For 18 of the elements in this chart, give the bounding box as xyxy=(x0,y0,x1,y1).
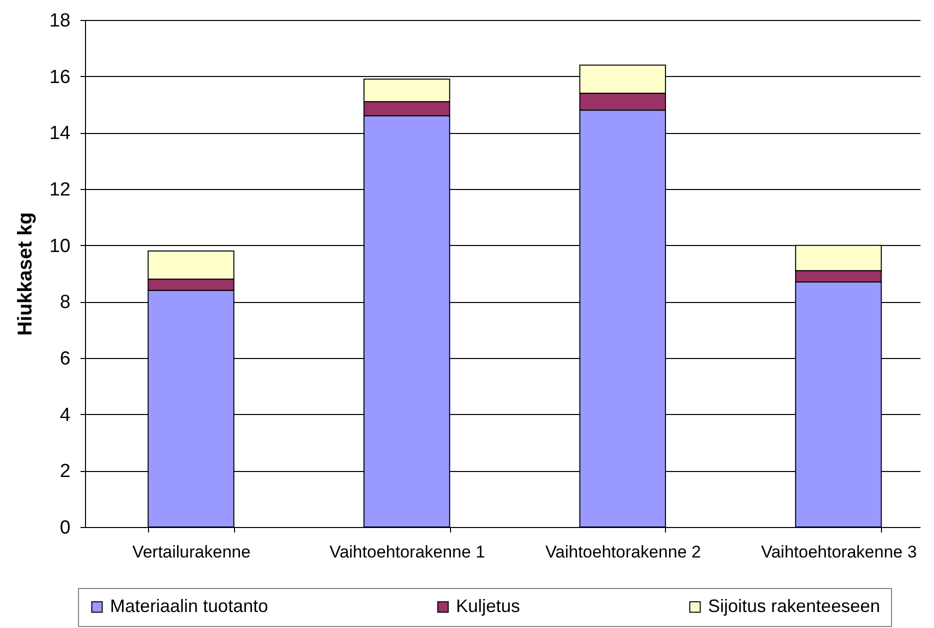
y-tick-label: 4 xyxy=(60,404,71,426)
x-tick-label: Vaihtoehtorakenne 2 xyxy=(545,542,701,562)
legend-label: Kuljetus xyxy=(456,596,520,616)
y-tick-label: 18 xyxy=(49,10,70,32)
y-tick-label: 0 xyxy=(60,518,70,538)
y-axis-title: Hiukkaset kg xyxy=(14,212,36,336)
y-tick-label: 6 xyxy=(60,348,70,370)
legend-label: Sijoitus rakenteeseen xyxy=(708,596,880,616)
x-tick-label: Vertailurakenne xyxy=(132,542,251,562)
x-tick-label: Vaihtoehtorakenne 3 xyxy=(761,542,917,562)
y-tick-label: 12 xyxy=(49,180,70,200)
y-tick-label: 10 xyxy=(49,236,70,257)
x-tick-label: Vaihtoehtorakenne 1 xyxy=(329,542,486,562)
y-tick-label: 8 xyxy=(60,292,70,314)
y-tick-label: 14 xyxy=(49,123,71,144)
legend-label: Materiaalin tuotanto xyxy=(110,596,268,616)
y-tick-label: 16 xyxy=(49,66,70,88)
y-tick-label: 2 xyxy=(60,461,70,482)
